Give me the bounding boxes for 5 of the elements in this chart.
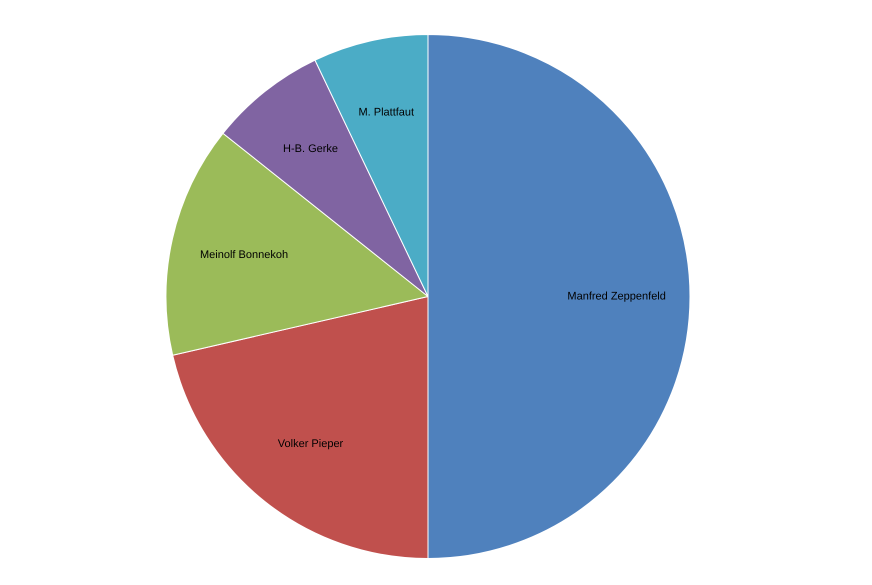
slice-label: Manfred Zeppenfeld: [567, 290, 666, 303]
slice-label: Volker Pieper: [278, 438, 344, 450]
slice-label: H-B. Gerke: [283, 142, 338, 155]
slice-label: Meinolf Bonnekoh: [200, 248, 288, 261]
slice-label: M. Plattfaut: [358, 106, 414, 119]
